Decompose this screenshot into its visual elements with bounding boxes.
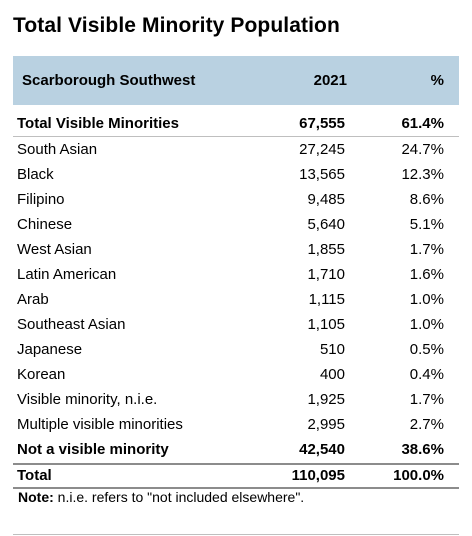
row-percent: 1.0% xyxy=(409,291,444,308)
row-count: 1,115 xyxy=(308,291,345,308)
row-label: South Asian xyxy=(17,141,98,158)
table-row-total: Total 110,095 100.0% xyxy=(13,463,459,489)
table-row: Latin American 1,710 1.6% xyxy=(13,262,459,287)
total-count: 110,095 xyxy=(291,467,345,484)
total-percent: 100.0% xyxy=(393,467,444,484)
table-row: Visible minority, n.i.e. 1,925 1.7% xyxy=(13,387,459,412)
table-row: Arab 1,115 1.0% xyxy=(13,287,459,312)
row-count: 1,710 xyxy=(307,266,345,283)
row-label: Korean xyxy=(17,366,66,383)
row-label: Multiple visible minorities xyxy=(17,416,183,433)
page-title: Total Visible Minority Population xyxy=(13,14,340,37)
table-header: Scarborough Southwest 2021 % xyxy=(13,56,459,105)
row-percent: 24.7% xyxy=(401,141,444,158)
row-count: 1,105 xyxy=(307,316,345,333)
row-count: 27,245 xyxy=(299,141,345,158)
table-row-total-visible-minorities: Total Visible Minorities 67,555 61.4% xyxy=(13,111,459,137)
row-label: West Asian xyxy=(17,241,92,258)
row-count: 1,925 xyxy=(307,391,345,408)
row-percent: 5.1% xyxy=(409,216,444,233)
row-percent: 1.6% xyxy=(409,266,444,283)
row-label: Southeast Asian xyxy=(17,316,126,333)
row-percent: 12.3% xyxy=(401,166,444,183)
table-body: Total Visible Minorities 67,555 61.4% So… xyxy=(13,111,459,489)
row-percent: 8.6% xyxy=(409,191,444,208)
row-percent: 2.7% xyxy=(409,416,444,433)
row-count: 2,995 xyxy=(307,416,345,433)
header-year: 2021 xyxy=(313,72,347,89)
footnote: Note: n.i.e. refers to "not included els… xyxy=(18,489,304,505)
table-row: Korean 400 0.4% xyxy=(13,362,459,387)
row-percent: 1.7% xyxy=(409,391,444,408)
table-row: Chinese 5,640 5.1% xyxy=(13,212,459,237)
header-percent: % xyxy=(430,72,444,89)
row-percent: 61.4% xyxy=(401,115,444,132)
table-row-not-visible-minority: Not a visible minority 42,540 38.6% xyxy=(13,437,459,462)
row-count: 67,555 xyxy=(299,115,345,132)
visible-minority-table: Scarborough Southwest 2021 % Total Visib… xyxy=(13,56,459,489)
table-row: Japanese 510 0.5% xyxy=(13,337,459,362)
row-label: Chinese xyxy=(17,216,73,233)
row-count: 42,540 xyxy=(299,441,345,458)
row-percent: 38.6% xyxy=(401,441,444,458)
row-label: Visible minority, n.i.e. xyxy=(17,391,158,408)
table-row: South Asian 27,245 24.7% xyxy=(13,137,459,162)
row-count: 1,855 xyxy=(307,241,345,258)
row-percent: 0.5% xyxy=(409,341,444,358)
row-count: 5,640 xyxy=(307,216,345,233)
table-row: Multiple visible minorities 2,995 2.7% xyxy=(13,412,459,437)
row-count: 13,565 xyxy=(299,166,345,183)
row-label: Latin American xyxy=(17,266,117,283)
footnote-label: Note: xyxy=(18,489,54,505)
row-label: Japanese xyxy=(17,341,83,358)
table-row: West Asian 1,855 1.7% xyxy=(13,237,459,262)
footnote-text: n.i.e. refers to "not included elsewhere… xyxy=(53,489,305,505)
row-percent: 1.7% xyxy=(409,241,444,258)
row-count: 510 xyxy=(319,341,345,358)
bottom-divider xyxy=(13,534,459,535)
row-percent: 0.4% xyxy=(409,366,444,383)
table-row: Black 13,565 12.3% xyxy=(13,162,459,187)
row-count: 400 xyxy=(319,366,345,383)
row-label: Arab xyxy=(17,291,49,308)
total-label: Total xyxy=(17,467,52,484)
table-row: Filipino 9,485 8.6% xyxy=(13,187,459,212)
row-label: Total Visible Minorities xyxy=(17,115,179,132)
row-count: 9,485 xyxy=(307,191,345,208)
row-label: Not a visible minority xyxy=(17,441,169,458)
row-label: Filipino xyxy=(17,191,65,208)
header-geography: Scarborough Southwest xyxy=(22,72,196,89)
table-row: Southeast Asian 1,105 1.0% xyxy=(13,312,459,337)
row-label: Black xyxy=(17,166,54,183)
row-percent: 1.0% xyxy=(409,316,444,333)
